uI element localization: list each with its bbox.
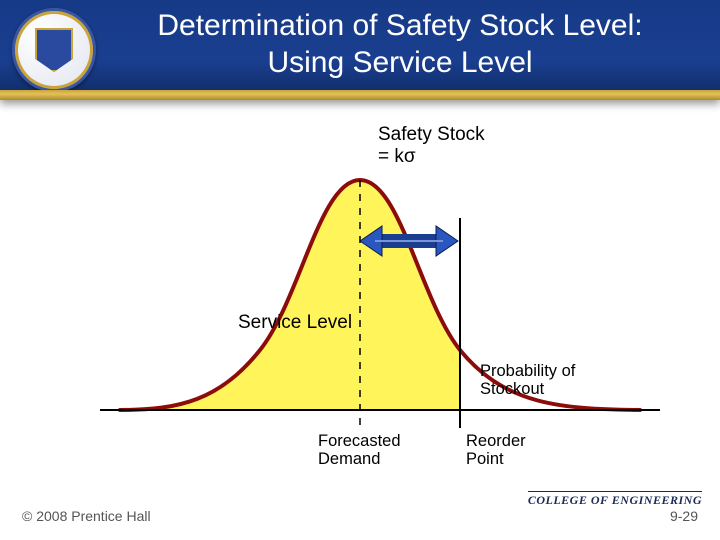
safety-stock-label-1: Safety Stock xyxy=(378,124,485,146)
copyright-text: © 2008 Prentice Hall xyxy=(22,508,151,524)
university-seal-logo xyxy=(12,8,96,92)
reorder-2: Point xyxy=(466,450,526,468)
title-line-1: Determination of Safety Stock Level: xyxy=(157,7,642,45)
safety-stock-label: Safety Stock = kσ xyxy=(378,124,485,168)
service-level-label: Service Level xyxy=(238,312,352,334)
forecasted-demand-label: Forecasted Demand xyxy=(318,432,401,468)
forecasted-1: Forecasted xyxy=(318,432,401,450)
title-line-2: Using Service Level xyxy=(267,44,532,82)
slide-body: Safety Stock = kσ Service Level Probabil… xyxy=(0,100,720,530)
title-block: Determination of Safety Stock Level: Usi… xyxy=(100,0,700,88)
page-number: 9-29 xyxy=(670,508,698,524)
reorder-point-label: Reorder Point xyxy=(466,432,526,468)
forecasted-2: Demand xyxy=(318,450,401,468)
prob-label-1: Probability of xyxy=(480,362,575,380)
safety-stock-label-2: = kσ xyxy=(378,146,485,168)
gold-accent-bar xyxy=(0,90,720,100)
slide-footer: © 2008 Prentice Hall 9-29 xyxy=(0,508,720,524)
college-of-engineering-mark: COLLEGE OF ENGINEERING xyxy=(528,491,702,508)
reorder-1: Reorder xyxy=(466,432,526,450)
slide-header: Determination of Safety Stock Level: Usi… xyxy=(0,0,720,100)
shield-icon xyxy=(35,28,73,72)
bell-curve-chart xyxy=(0,100,720,470)
coe-text: COLLEGE OF ENGINEERING xyxy=(528,493,702,507)
prob-label-2: Stockout xyxy=(480,380,575,398)
probability-stockout-label: Probability of Stockout xyxy=(480,362,575,398)
